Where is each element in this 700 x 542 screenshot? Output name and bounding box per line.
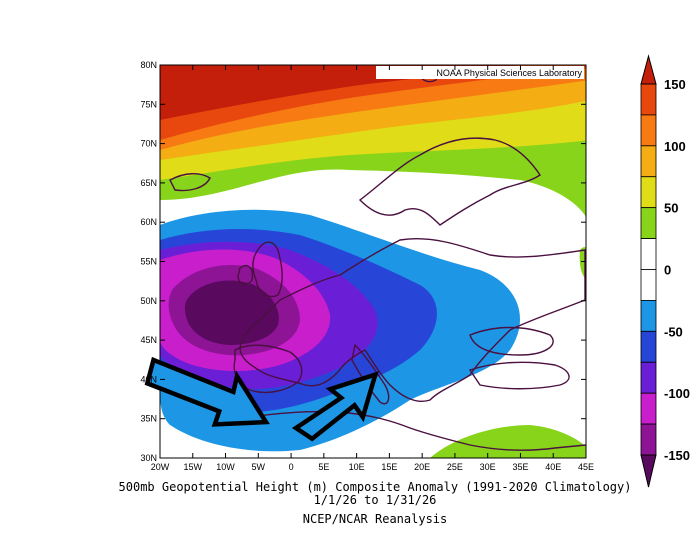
lon-label: 40E: [545, 462, 561, 472]
lon-label: 15E: [381, 462, 397, 472]
colorbar-box: [640, 176, 657, 209]
lon-label: 20E: [414, 462, 430, 472]
lon-label: 20W: [151, 462, 170, 472]
colorbar-label: 150: [664, 77, 686, 92]
colorbar-label: -100: [664, 386, 690, 401]
lon-label: 45E: [578, 462, 594, 472]
colorbar-box: [640, 300, 657, 332]
longitude-axis: 20W 15W 10W 5W 0 5E 10E 15E 20E 25E 30E 35E 40E 45E: [151, 65, 594, 472]
colorbar-box: [640, 269, 657, 301]
lat-label: 60N: [140, 217, 157, 227]
credit-box: NOAA Physical Sciences Laboratory: [376, 66, 584, 79]
coast-europe: [239, 237, 586, 402]
colorbar-box: [640, 114, 657, 147]
lon-label: 10E: [349, 462, 365, 472]
anomaly-band-p150: [160, 65, 520, 120]
colorbar: 150 100 50 0 -50 -100 -150: [640, 54, 690, 488]
colorbar-label: 0: [664, 263, 671, 278]
colorbar-box: [640, 145, 657, 178]
lon-label: 0: [289, 462, 294, 472]
coast-turkey: [468, 361, 570, 390]
colorbar-label: 50: [664, 201, 678, 216]
lat-label: 45N: [140, 335, 157, 345]
anomaly-band-p25-south: [430, 425, 586, 458]
lon-label: 5E: [318, 462, 329, 472]
lat-label: 55N: [140, 257, 157, 267]
lon-label: 35E: [512, 462, 528, 472]
coast-scandinavia: [358, 137, 541, 226]
colorbar-label: 100: [664, 139, 686, 154]
lon-label: 10W: [216, 462, 235, 472]
lon-label: 15W: [184, 462, 203, 472]
anomaly-field: [160, 65, 586, 458]
lat-label: 70N: [140, 139, 157, 149]
anomaly-band-m150: [184, 280, 279, 345]
coast-uk: [252, 241, 283, 298]
caption-dates: 1/1/26 to 1/31/26: [313, 493, 437, 507]
credit-text: NOAA Physical Sciences Laboratory: [436, 68, 582, 78]
lat-label: 75N: [140, 99, 157, 109]
colorbar-box: [640, 207, 657, 239]
lat-label: 35N: [140, 414, 157, 424]
coast-black-sea: [469, 326, 554, 356]
colorbar-box: [640, 392, 657, 425]
coastlines: [169, 68, 586, 451]
latitude-axis: 80N 75N 70N 65N 60N 55N 50N 45N 40N 35N 30N: [140, 60, 586, 463]
colorbar-top-triangle: [640, 54, 657, 85]
coast-ireland: [237, 264, 254, 286]
colorbar-box: [640, 423, 657, 456]
colorbar-box: [640, 238, 657, 270]
lat-label: 30N: [140, 453, 157, 463]
arrow-west-atlantic: [144, 356, 270, 427]
colorbar-label: -50: [664, 324, 683, 339]
colorbar-box: [640, 330, 657, 363]
caption-title: 500mb Geopotential Height (m) Composite …: [118, 480, 632, 494]
lat-label: 65N: [140, 178, 157, 188]
lat-label: 80N: [140, 60, 157, 70]
caption-source: NCEP/NCAR Reanalysis: [302, 512, 448, 526]
colorbar-bottom-triangle: [640, 454, 657, 488]
coast-iceland: [169, 173, 211, 192]
lon-label: 25E: [447, 462, 463, 472]
colorbar-label: -150: [664, 448, 690, 463]
arrow-mediterranean: [291, 371, 379, 442]
lon-label: 5W: [252, 462, 266, 472]
coast-north-africa: [229, 410, 586, 451]
lon-label: 30E: [480, 462, 496, 472]
colorbar-box: [640, 361, 657, 394]
colorbar-box: [640, 83, 657, 116]
lat-label: 50N: [140, 296, 157, 306]
lat-label: 40N: [140, 374, 157, 384]
